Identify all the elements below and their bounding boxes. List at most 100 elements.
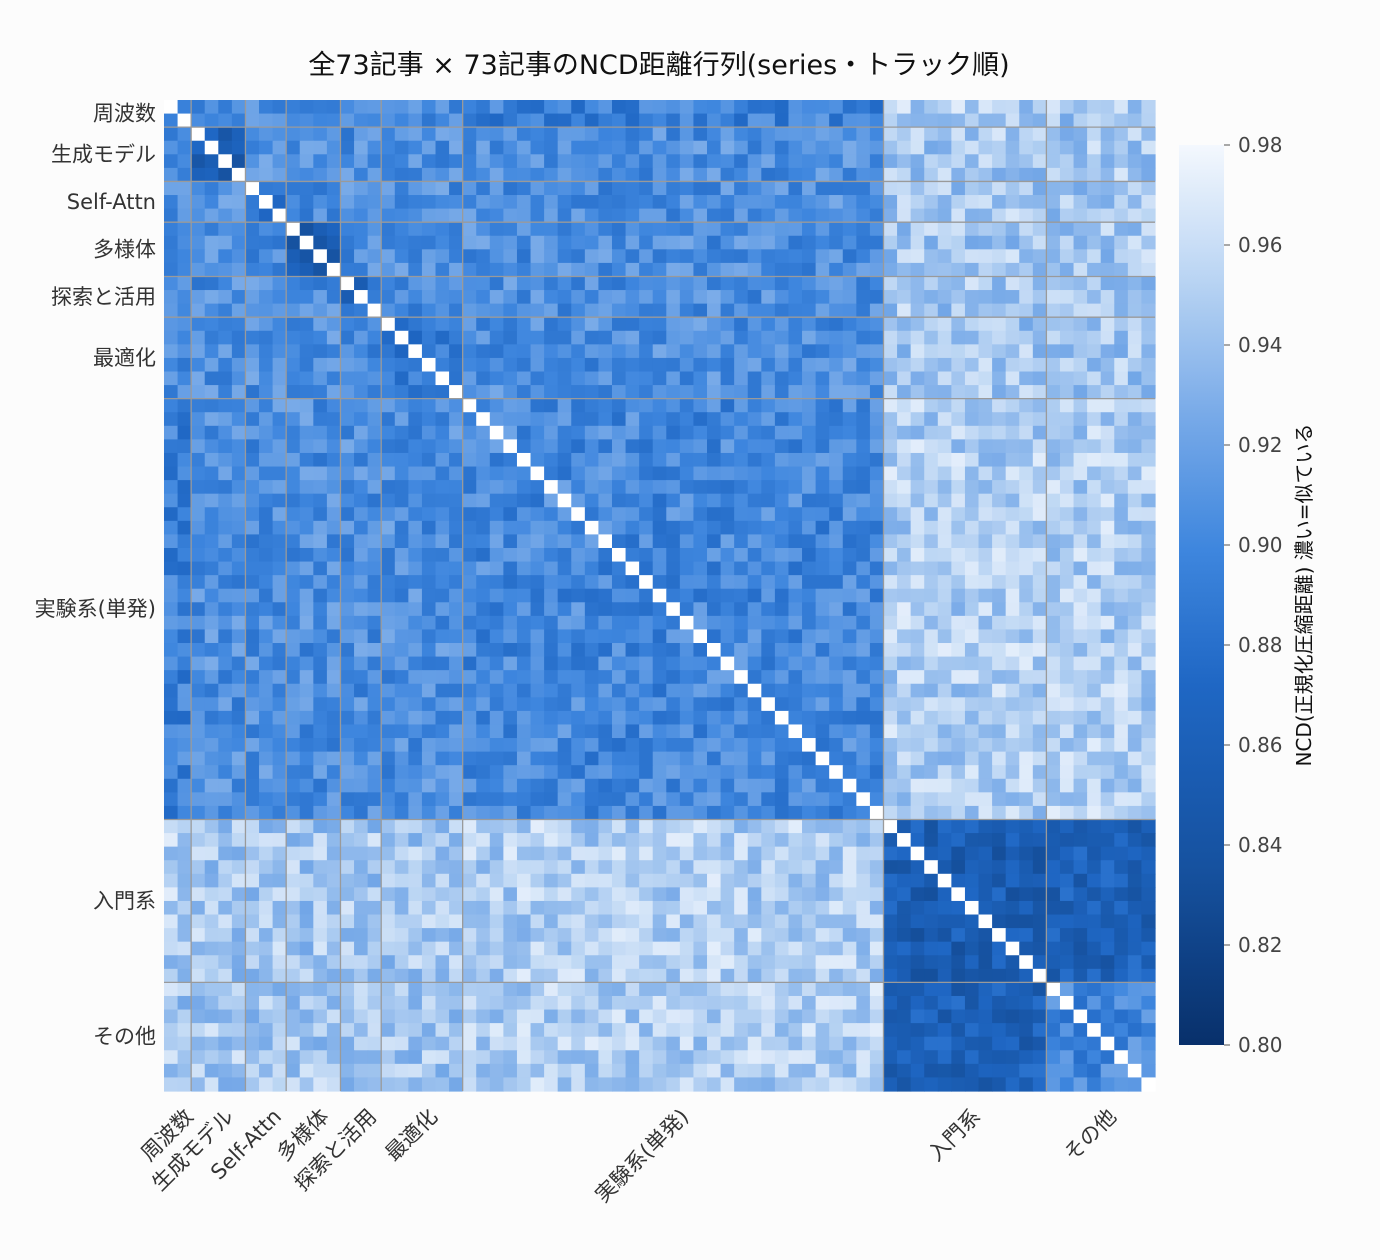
heatmap-cell: [272, 724, 287, 739]
heatmap-cell: [421, 643, 437, 658]
heatmap-cell: [1114, 846, 1129, 861]
heatmap-cell: [1005, 520, 1020, 536]
heatmap-cell: [218, 262, 233, 278]
heatmap-cell: [1005, 1009, 1020, 1024]
heatmap-cell: [462, 928, 477, 943]
heatmap-cell: [299, 629, 314, 644]
heatmap-cell: [1032, 724, 1047, 739]
heatmap-cell: [286, 873, 301, 888]
heatmap-cell: [530, 290, 545, 305]
heatmap-cell: [1114, 290, 1129, 305]
heatmap-cell: [584, 995, 600, 1011]
heatmap-cell: [802, 941, 817, 956]
heatmap-cell: [394, 833, 409, 848]
heatmap-cell: [951, 982, 966, 997]
heatmap-cell: [964, 330, 980, 345]
heatmap-cell: [652, 100, 667, 115]
heatmap-cell: [951, 534, 966, 549]
heatmap-cell: [815, 262, 830, 278]
heatmap-cell: [381, 140, 396, 155]
heatmap-cell: [829, 819, 844, 834]
heatmap-cell: [1114, 480, 1129, 495]
heatmap-cell: [1114, 710, 1129, 726]
heatmap-cell: [1019, 805, 1034, 821]
heatmap-cell: [897, 643, 912, 658]
heatmap-cell: [313, 222, 328, 237]
heatmap-cell: [299, 914, 314, 929]
heatmap-cell: [503, 670, 518, 685]
heatmap-cell: [1073, 819, 1088, 834]
heatmap-cell: [367, 235, 382, 250]
heatmap-cell: [1141, 778, 1156, 793]
heatmap-cell: [394, 181, 409, 196]
heatmap-cell: [476, 452, 491, 468]
heatmap-cell: [381, 588, 396, 603]
heatmap-cell: [449, 547, 464, 563]
heatmap-cell: [1073, 887, 1088, 902]
heatmap-cell: [1087, 724, 1102, 739]
heatmap-cell: [856, 724, 871, 739]
heatmap-cell: [869, 344, 885, 359]
heatmap-cell: [489, 167, 504, 183]
heatmap-cell: [924, 656, 939, 671]
heatmap-cell: [503, 425, 518, 440]
heatmap-cell: [720, 846, 735, 861]
heatmap-cell: [1073, 1009, 1088, 1024]
heatmap-cell: [897, 195, 912, 210]
heatmap-cell: [571, 968, 586, 983]
heatmap-cell: [761, 412, 776, 427]
heatmap-cell: [218, 100, 233, 115]
heatmap-cell: [666, 860, 681, 875]
heatmap-cell: [259, 371, 274, 386]
heatmap-cell: [951, 303, 966, 318]
heatmap-cell: [869, 914, 885, 929]
heatmap-cell: [937, 643, 952, 658]
heatmap-cell: [679, 398, 695, 413]
heatmap-cell: [666, 113, 681, 128]
heatmap-cell: [381, 303, 396, 318]
heatmap-cell: [707, 778, 722, 793]
heatmap-cell: [1100, 357, 1115, 373]
heatmap-cell: [761, 928, 776, 943]
heatmap-cell: [720, 995, 735, 1011]
heatmap-cell: [625, 792, 640, 807]
heatmap-cell: [611, 602, 627, 617]
heatmap-cell: [516, 113, 532, 128]
heatmap-cell: [164, 860, 179, 875]
heatmap-cell: [1073, 982, 1088, 997]
heatmap-cell: [829, 344, 844, 359]
heatmap-cell: [1127, 697, 1143, 712]
heatmap-cell: [761, 697, 776, 712]
heatmap-cell: [394, 303, 409, 318]
heatmap-cell: [1005, 507, 1020, 522]
heatmap-cell: [693, 154, 708, 169]
heatmap-cell: [734, 982, 749, 997]
heatmap-cell: [992, 439, 1007, 454]
heatmap-cell: [883, 860, 898, 875]
heatmap-cell: [489, 412, 504, 427]
heatmap-cell: [354, 371, 369, 386]
heatmap-cell: [1141, 317, 1156, 332]
heatmap-cell: [611, 412, 627, 427]
heatmap-cell: [1032, 656, 1047, 671]
heatmap-cell: [761, 493, 776, 508]
heatmap-cell: [951, 466, 966, 481]
heatmap-cell: [1019, 873, 1034, 888]
heatmap-cell: [204, 738, 219, 753]
heatmap-cell: [1046, 588, 1061, 603]
heatmap-cell: [272, 887, 287, 902]
heatmap-cell: [1087, 805, 1102, 821]
heatmap-cell: [937, 724, 952, 739]
heatmap-cell: [815, 154, 830, 169]
heatmap-cell: [489, 439, 504, 454]
heatmap-cell: [313, 493, 328, 508]
heatmap-cell: [326, 222, 342, 237]
heatmap-cell: [679, 575, 695, 590]
heatmap-cell: [259, 276, 274, 291]
heatmap-cell: [734, 1009, 749, 1024]
heatmap-cell: [259, 208, 274, 223]
heatmap-cell: [489, 683, 504, 698]
heatmap-cell: [1073, 615, 1088, 631]
heatmap-cell: [164, 683, 179, 698]
heatmap-cell: [340, 643, 355, 658]
